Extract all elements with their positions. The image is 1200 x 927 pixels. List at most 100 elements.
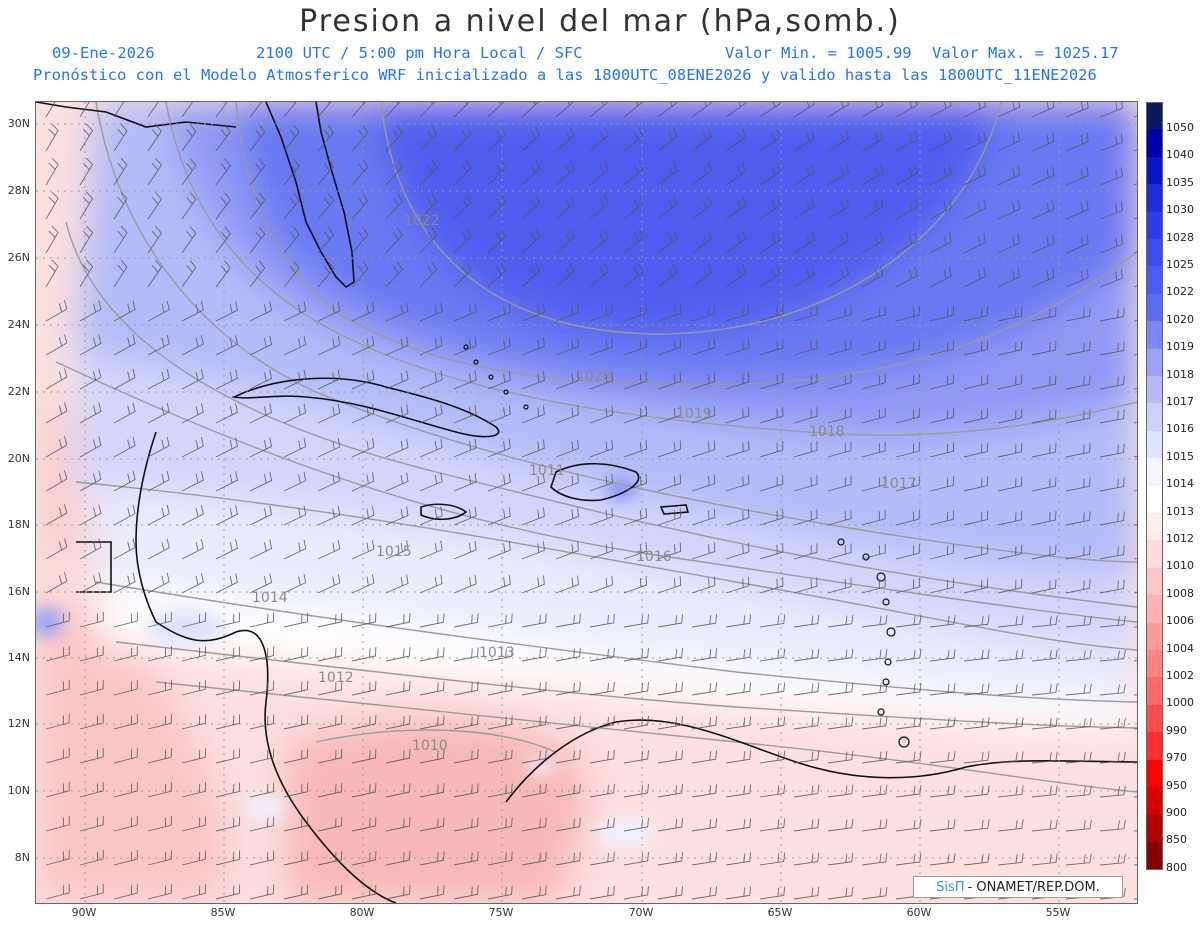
wind-barb <box>487 681 513 696</box>
wind-barb <box>1099 375 1125 390</box>
wind-barb <box>1031 545 1057 560</box>
wind-barb <box>895 130 918 152</box>
wind-barb <box>419 472 443 492</box>
wind-barb <box>691 682 718 696</box>
colorbar-swatch <box>1146 266 1163 294</box>
colorbar-swatch <box>1146 102 1163 131</box>
wind-barb <box>385 438 409 458</box>
wind-barb <box>1065 341 1091 356</box>
wind-barb <box>419 159 438 186</box>
wind-barb <box>385 336 409 356</box>
wind-barb <box>453 438 477 458</box>
wind-barb <box>589 371 614 390</box>
wind-barb <box>1031 615 1058 628</box>
wind-barb <box>691 886 718 900</box>
wind-barb <box>45 504 68 526</box>
wind-barb <box>249 539 273 560</box>
wind-barb <box>385 715 411 730</box>
colorbar-swatch <box>1146 485 1163 513</box>
wind-barb <box>589 507 614 526</box>
colorbar-level: 1002 <box>1166 669 1194 682</box>
wind-barb <box>861 441 886 458</box>
wind-barb <box>113 470 136 492</box>
wind-barb <box>691 784 718 798</box>
wind-barb <box>419 851 445 866</box>
wind-barb <box>147 334 170 356</box>
wind-barb <box>1065 102 1089 118</box>
wind-barb <box>623 613 649 628</box>
wind-barb <box>1099 683 1126 696</box>
wind-barb <box>589 161 609 186</box>
wind-barb <box>45 191 59 220</box>
wind-barb <box>1099 751 1126 764</box>
colorbar-swatch <box>1146 732 1163 760</box>
wind-barb <box>725 576 750 594</box>
wind-barb <box>793 373 818 390</box>
wind-barb <box>1065 649 1092 662</box>
wind-barb <box>1065 307 1091 322</box>
wind-barb <box>827 818 854 832</box>
wind-barb <box>45 883 70 900</box>
wind-barb <box>725 852 752 866</box>
wind-barb <box>691 102 712 118</box>
wind-barb <box>861 886 888 900</box>
wind-barb <box>385 472 409 492</box>
wind-barb <box>521 371 545 390</box>
colorbar-swatch <box>1146 513 1163 541</box>
wind-barb <box>181 573 204 594</box>
isobar-label: 1022 <box>404 213 440 229</box>
wind-barb <box>215 612 241 628</box>
wind-barb <box>759 682 786 696</box>
lat-label: 16N <box>7 585 30 598</box>
wind-barb <box>827 475 852 492</box>
lat-label: 8N <box>14 851 30 864</box>
wind-barb <box>283 573 307 594</box>
wind-barb <box>385 613 411 628</box>
wind-barb <box>657 614 684 628</box>
wind-barb <box>351 193 369 220</box>
wind-barb <box>351 680 377 696</box>
colorbar-swatch <box>1146 814 1163 842</box>
wind-barb <box>453 540 477 560</box>
wind-barb <box>385 193 403 220</box>
wind-barb <box>895 232 918 254</box>
wind-barb <box>997 340 1023 356</box>
wind-barb <box>181 505 204 526</box>
wind-barb <box>453 102 470 118</box>
wind-barb <box>759 339 784 356</box>
wind-barb <box>759 577 784 594</box>
wind-barb <box>725 196 747 220</box>
wind-barb <box>181 192 197 220</box>
wind-barb <box>79 436 102 458</box>
lon-label: 80W <box>349 906 375 919</box>
wind-barb <box>147 816 172 832</box>
wind-barb <box>657 474 682 492</box>
wind-barb <box>793 197 815 220</box>
wind-barb <box>487 439 511 458</box>
wind-barb <box>521 507 545 526</box>
lat-label: 26N <box>7 251 30 264</box>
wind-barb <box>725 372 750 390</box>
wind-barb <box>963 476 989 492</box>
wind-barb <box>725 784 752 798</box>
wind-barb <box>895 476 920 492</box>
wind-barb <box>419 125 438 152</box>
wind-barb <box>589 575 614 594</box>
wind-barb <box>555 715 581 730</box>
wind-barb <box>147 850 172 866</box>
lat-label: 30N <box>7 117 30 130</box>
wind-barb <box>453 404 477 424</box>
wind-barb <box>283 403 307 424</box>
wind-barb <box>1099 853 1126 866</box>
wind-barb <box>1099 649 1126 662</box>
wind-barb <box>317 301 341 322</box>
wind-barb <box>861 339 886 356</box>
colorbar-level: 1000 <box>1166 696 1194 710</box>
wind-barb <box>419 102 436 118</box>
wind-barb <box>521 405 545 424</box>
wind-barb <box>249 714 275 730</box>
wind-barb <box>521 337 545 356</box>
wind-barb <box>79 883 104 900</box>
wind-barb <box>759 129 781 152</box>
wind-barb <box>79 611 104 628</box>
